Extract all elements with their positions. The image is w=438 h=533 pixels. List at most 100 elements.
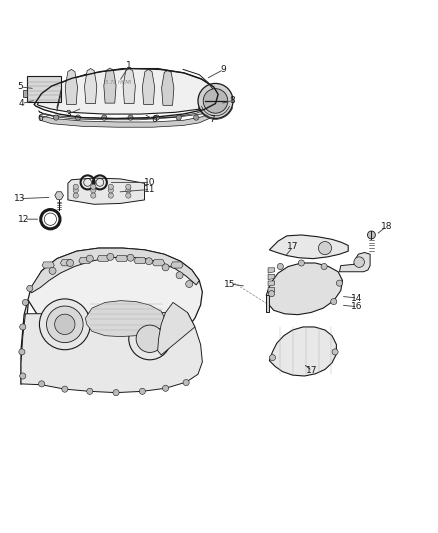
Circle shape	[194, 115, 199, 120]
Circle shape	[108, 184, 113, 189]
Polygon shape	[162, 70, 174, 106]
Circle shape	[126, 193, 131, 198]
Text: 17: 17	[306, 366, 318, 375]
Polygon shape	[30, 248, 199, 293]
Polygon shape	[42, 262, 54, 268]
Text: 4: 4	[18, 99, 24, 108]
Polygon shape	[97, 255, 110, 262]
Circle shape	[108, 188, 113, 193]
Polygon shape	[123, 69, 135, 103]
Polygon shape	[39, 104, 215, 120]
Circle shape	[336, 280, 343, 286]
Text: 15: 15	[224, 279, 236, 288]
Circle shape	[203, 88, 228, 113]
Circle shape	[331, 298, 337, 304]
FancyBboxPatch shape	[27, 76, 61, 102]
Polygon shape	[268, 268, 275, 273]
Circle shape	[128, 115, 133, 120]
Polygon shape	[158, 302, 195, 355]
Circle shape	[126, 188, 131, 193]
Text: 8: 8	[229, 96, 235, 106]
Polygon shape	[268, 287, 275, 293]
Circle shape	[269, 354, 276, 361]
Circle shape	[55, 314, 75, 335]
Circle shape	[20, 324, 26, 330]
Circle shape	[39, 299, 90, 350]
Circle shape	[53, 115, 59, 120]
Circle shape	[27, 285, 33, 292]
Polygon shape	[21, 312, 202, 393]
Circle shape	[86, 255, 93, 262]
Circle shape	[162, 385, 169, 391]
Polygon shape	[21, 248, 202, 385]
Circle shape	[126, 184, 131, 189]
Polygon shape	[266, 295, 269, 312]
Polygon shape	[104, 68, 116, 103]
Polygon shape	[85, 69, 97, 103]
Circle shape	[87, 388, 93, 394]
Text: 11: 11	[144, 185, 155, 194]
Text: 16: 16	[351, 302, 363, 311]
Circle shape	[129, 318, 171, 360]
Polygon shape	[268, 281, 275, 286]
Circle shape	[39, 381, 45, 387]
Circle shape	[367, 231, 375, 239]
Polygon shape	[266, 263, 343, 314]
Polygon shape	[60, 260, 73, 266]
Circle shape	[107, 253, 114, 260]
Circle shape	[19, 349, 25, 355]
Polygon shape	[85, 301, 166, 336]
Circle shape	[102, 115, 107, 120]
Text: 5.7L HEMI: 5.7L HEMI	[105, 80, 131, 85]
Polygon shape	[68, 178, 145, 204]
Polygon shape	[79, 257, 91, 264]
Polygon shape	[116, 255, 128, 262]
Circle shape	[127, 254, 134, 261]
Circle shape	[20, 373, 26, 379]
Circle shape	[354, 257, 364, 268]
Circle shape	[113, 390, 119, 395]
Circle shape	[268, 290, 275, 297]
Polygon shape	[134, 257, 146, 264]
Text: 3: 3	[65, 110, 71, 118]
Circle shape	[22, 300, 28, 305]
Polygon shape	[269, 235, 348, 259]
Text: 17: 17	[287, 243, 298, 251]
Polygon shape	[65, 69, 78, 104]
Polygon shape	[339, 253, 370, 272]
Circle shape	[73, 184, 78, 189]
Polygon shape	[39, 113, 210, 127]
Polygon shape	[268, 274, 275, 280]
Text: 14: 14	[351, 294, 363, 303]
Circle shape	[91, 188, 96, 193]
Circle shape	[321, 263, 327, 270]
Polygon shape	[37, 69, 218, 114]
Circle shape	[186, 280, 193, 287]
Circle shape	[154, 115, 159, 120]
Circle shape	[91, 193, 96, 198]
Text: 12: 12	[18, 215, 30, 224]
Polygon shape	[23, 90, 27, 97]
Text: 9: 9	[220, 65, 226, 74]
Circle shape	[198, 84, 233, 118]
Polygon shape	[152, 260, 165, 266]
Circle shape	[46, 306, 83, 343]
Circle shape	[277, 263, 283, 270]
Circle shape	[73, 188, 78, 193]
Text: 6: 6	[151, 115, 157, 124]
Circle shape	[136, 325, 163, 352]
Circle shape	[183, 379, 189, 386]
Text: 7: 7	[209, 115, 215, 124]
Circle shape	[298, 260, 304, 266]
Circle shape	[67, 260, 74, 266]
Circle shape	[176, 272, 183, 279]
Text: 13: 13	[14, 194, 25, 203]
Text: 18: 18	[381, 222, 392, 231]
Circle shape	[49, 268, 56, 274]
Polygon shape	[269, 327, 336, 376]
Circle shape	[176, 115, 181, 120]
Circle shape	[91, 184, 96, 189]
Circle shape	[318, 241, 332, 255]
Circle shape	[73, 193, 78, 198]
Text: 6: 6	[37, 114, 43, 123]
